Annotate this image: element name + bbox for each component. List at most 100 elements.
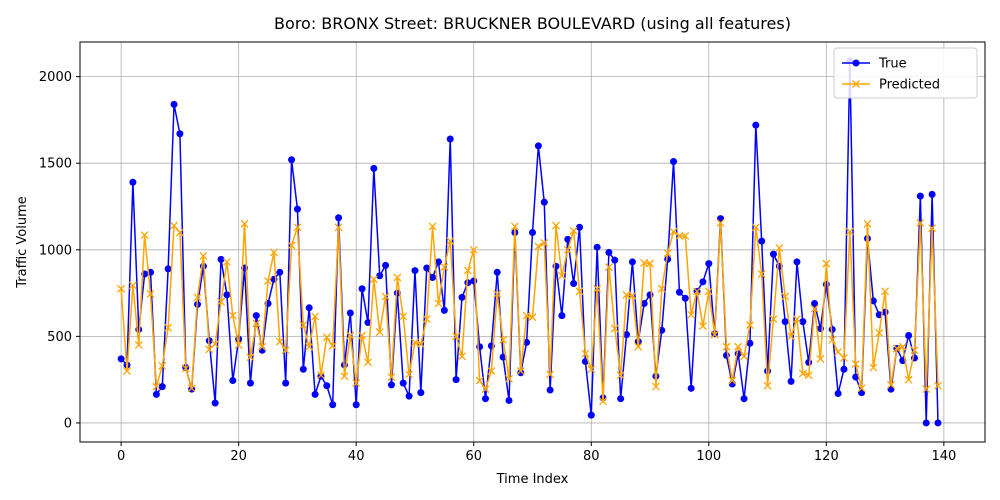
- series-line-predicted: [120, 222, 939, 403]
- data-point: [816, 354, 825, 363]
- y-tick-label: 0: [64, 416, 72, 431]
- data-point: [222, 257, 231, 266]
- data-point: [892, 344, 901, 353]
- data-point: [469, 245, 478, 254]
- data-point: [851, 360, 860, 369]
- data-point: [775, 244, 784, 253]
- legend: True Predicted: [833, 47, 978, 99]
- data-point: [757, 270, 766, 278]
- data-point: [240, 219, 249, 228]
- data-point: [193, 293, 202, 302]
- data-point: [405, 392, 413, 400]
- data-point: [429, 273, 437, 281]
- data-point: [264, 277, 273, 285]
- data-point: [746, 339, 754, 347]
- data-point: [328, 341, 337, 350]
- x-axis-title: Time Index: [496, 472, 569, 487]
- data-point: [276, 268, 284, 276]
- data-point: [335, 214, 343, 222]
- data-point: [187, 384, 196, 393]
- data-point: [288, 156, 296, 164]
- data-point: [510, 222, 519, 231]
- legend-marker: [852, 59, 860, 67]
- data-point: [311, 312, 320, 321]
- data-point: [611, 256, 619, 264]
- data-point: [440, 306, 448, 314]
- data-point: [117, 284, 126, 293]
- data-point: [681, 231, 690, 240]
- data-point: [540, 238, 549, 247]
- data-point: [534, 142, 542, 150]
- data-point: [740, 352, 749, 361]
- data-point: [117, 355, 125, 363]
- data-point: [745, 321, 754, 330]
- data-point: [305, 304, 313, 312]
- data-point: [423, 264, 431, 272]
- data-point: [928, 190, 936, 198]
- data-point: [922, 419, 930, 427]
- data-point: [887, 380, 895, 389]
- data-point: [299, 365, 307, 373]
- data-point: [123, 367, 131, 375]
- data-point: [563, 245, 572, 254]
- data-point: [170, 221, 178, 230]
- data-point: [628, 258, 636, 266]
- data-point: [299, 321, 308, 330]
- data-point: [499, 335, 508, 344]
- data-point: [128, 281, 137, 290]
- data-point: [634, 342, 643, 351]
- data-point: [916, 218, 925, 227]
- data-point: [863, 219, 872, 228]
- data-point: [275, 337, 284, 346]
- data-point: [287, 241, 296, 250]
- data-point: [382, 261, 390, 269]
- data-point: [840, 365, 848, 373]
- data-point: [481, 385, 490, 394]
- data-point: [617, 395, 625, 403]
- data-point: [305, 342, 314, 351]
- data-point: [857, 384, 866, 393]
- data-point: [175, 228, 184, 237]
- data-point: [405, 370, 414, 379]
- data-point: [434, 258, 442, 266]
- data-point: [470, 277, 478, 285]
- data-point: [358, 331, 367, 340]
- data-point: [329, 401, 337, 409]
- data-point: [458, 293, 466, 301]
- data-point: [493, 289, 502, 298]
- data-point: [928, 224, 937, 233]
- data-point: [134, 341, 143, 349]
- data-point: [217, 297, 225, 306]
- data-point: [546, 386, 554, 394]
- data-point: [352, 379, 361, 388]
- data-point: [575, 287, 584, 296]
- data-point: [363, 358, 372, 367]
- data-point: [176, 130, 184, 138]
- data-point: [529, 228, 536, 236]
- data-point: [411, 267, 419, 275]
- data-point: [734, 342, 743, 351]
- data-point: [252, 319, 261, 328]
- data-point: [640, 299, 648, 307]
- data-point: [616, 371, 625, 380]
- data-point: [687, 310, 696, 319]
- data-point: [910, 346, 919, 355]
- legend-entry-true: True: [842, 57, 907, 72]
- data-point: [587, 365, 596, 374]
- data-point: [834, 390, 842, 398]
- data-point: [440, 263, 449, 272]
- data-point: [422, 315, 431, 324]
- data-point: [628, 291, 637, 300]
- data-point: [934, 419, 942, 427]
- data-point: [452, 376, 460, 384]
- data-point: [376, 272, 384, 280]
- data-point: [651, 382, 660, 391]
- data-point: [417, 389, 425, 397]
- x-tick-label: 100: [696, 449, 721, 464]
- x-tick-label: 140: [931, 449, 956, 464]
- data-point: [570, 280, 578, 288]
- data-point: [399, 312, 408, 321]
- data-point: [375, 328, 384, 337]
- data-point: [316, 371, 325, 380]
